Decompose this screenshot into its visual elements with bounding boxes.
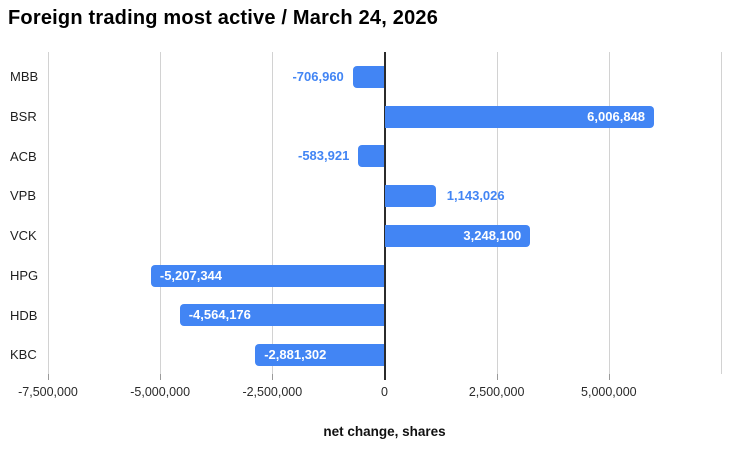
bar-value-label: -706,960 — [292, 68, 344, 84]
bar-value-label: 3,248,100 — [463, 227, 522, 243]
x-axis-title: net change, shares — [323, 424, 446, 439]
gridline — [272, 52, 274, 374]
category-label-vck: VCK — [10, 228, 37, 243]
axis-tick-mark — [608, 374, 610, 380]
bar-value-label: -2,881,302 — [264, 347, 327, 363]
axis-tick-mark — [496, 374, 498, 380]
zero-baseline — [383, 52, 386, 380]
gridline — [160, 52, 162, 374]
bar-hdb — [179, 304, 385, 327]
category-label-bsr: BSR — [10, 108, 37, 124]
gridline — [48, 52, 49, 374]
axis-tick-mark — [272, 374, 274, 380]
bar-bsr — [384, 105, 654, 128]
axis-tick-mark — [48, 374, 49, 380]
x-tick-label: 0 — [381, 385, 388, 399]
axis-tick-mark — [160, 374, 162, 380]
bar-vpb — [384, 185, 436, 208]
bar-hpg — [150, 264, 385, 287]
gridline — [608, 52, 610, 374]
category-label-kbc: KBC — [10, 347, 37, 363]
bar-kbc — [255, 344, 385, 367]
category-label-hdb: HDB — [10, 307, 38, 323]
bar-value-label: -5,207,344 — [159, 267, 223, 283]
x-tick-label: -7,500,000 — [18, 385, 78, 399]
x-tick-label: -2,500,000 — [242, 385, 303, 399]
bar-value-label: -4,564,176 — [188, 307, 251, 323]
category-label-acb: ACB — [10, 148, 37, 164]
bar-mbb — [352, 65, 385, 88]
x-tick-label: 2,500,000 — [468, 385, 525, 399]
gridline — [721, 52, 722, 374]
bar-vck — [384, 224, 531, 247]
chart-title: Foreign trading most active / March 24, … — [8, 7, 439, 29]
bar-value-label: 1,143,026 — [446, 188, 505, 204]
gridline — [496, 52, 498, 374]
x-tick-label: -5,000,000 — [130, 385, 191, 399]
x-tick-label: 5,000,000 — [581, 385, 637, 399]
bar-value-label: 6,006,848 — [587, 108, 646, 124]
bar-acb — [358, 145, 385, 168]
category-label-vpb: VPB — [10, 188, 37, 204]
category-label-mbb: MBB — [10, 69, 39, 84]
bar-value-label: -583,921 — [297, 148, 350, 164]
category-label-hpg: HPG — [10, 267, 39, 283]
